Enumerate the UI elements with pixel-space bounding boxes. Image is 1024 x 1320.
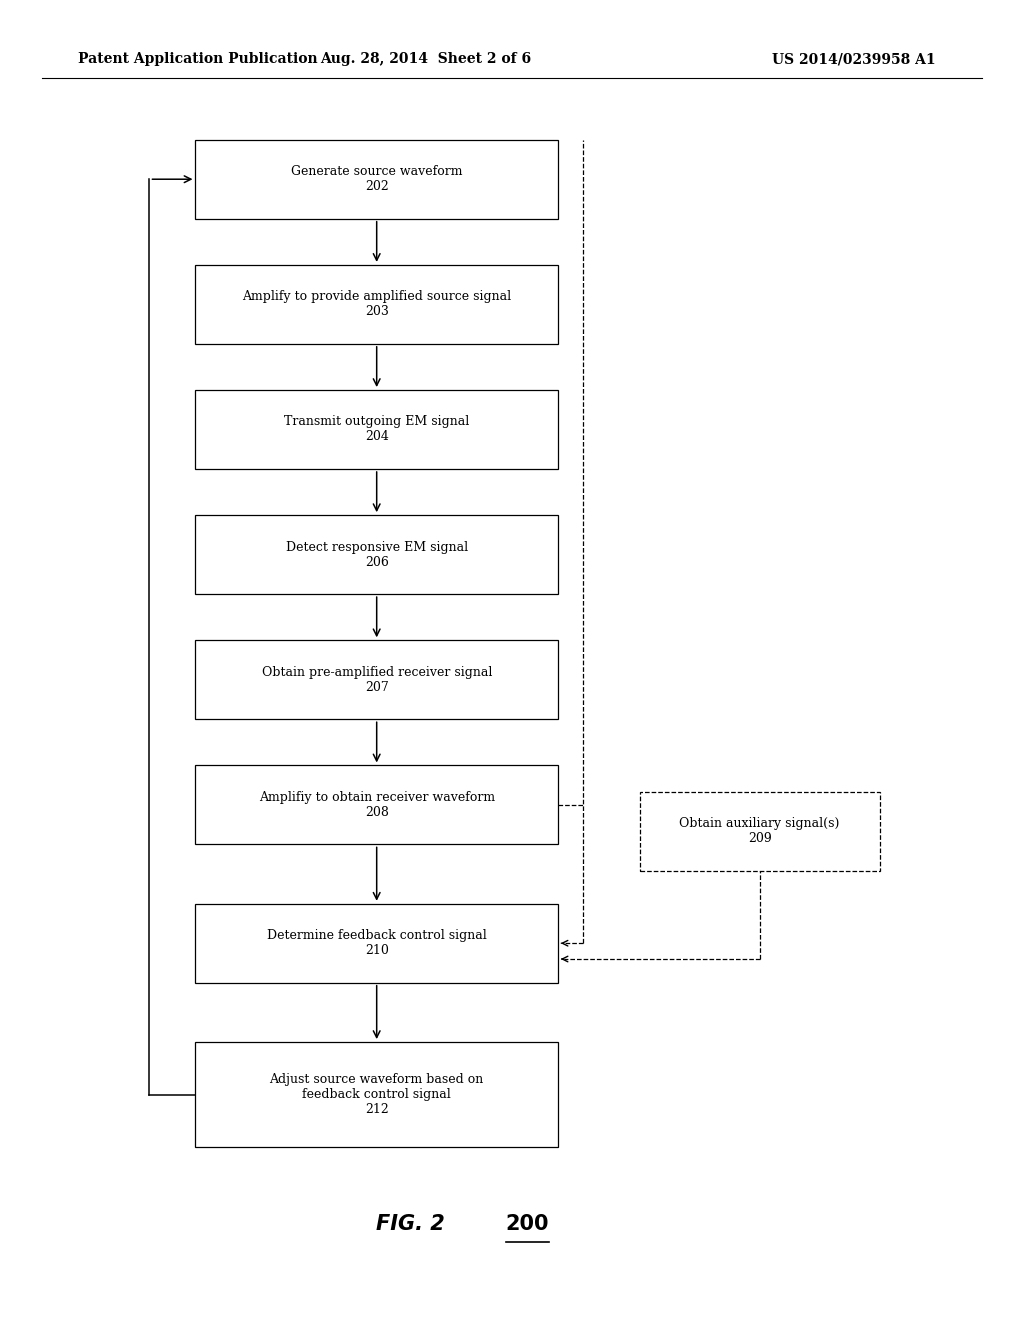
Text: Transmit outgoing EM signal
204: Transmit outgoing EM signal 204 [284, 416, 469, 444]
FancyBboxPatch shape [196, 640, 558, 719]
Text: Detect responsive EM signal
206: Detect responsive EM signal 206 [286, 541, 468, 569]
FancyBboxPatch shape [196, 515, 558, 594]
FancyBboxPatch shape [196, 140, 558, 219]
Text: Patent Application Publication: Patent Application Publication [78, 53, 317, 66]
FancyBboxPatch shape [640, 792, 880, 871]
Text: Generate source waveform
202: Generate source waveform 202 [291, 165, 463, 193]
Text: Determine feedback control signal
210: Determine feedback control signal 210 [267, 929, 486, 957]
Text: Amplifiy to obtain receiver waveform
208: Amplifiy to obtain receiver waveform 208 [259, 791, 495, 818]
Text: 200: 200 [506, 1214, 549, 1234]
FancyBboxPatch shape [196, 389, 558, 469]
Text: Adjust source waveform based on
feedback control signal
212: Adjust source waveform based on feedback… [269, 1073, 483, 1117]
FancyBboxPatch shape [196, 766, 558, 845]
Text: US 2014/0239958 A1: US 2014/0239958 A1 [772, 53, 936, 66]
Text: FIG. 2: FIG. 2 [376, 1214, 444, 1234]
FancyBboxPatch shape [196, 1041, 558, 1147]
Text: Obtain auxiliary signal(s)
209: Obtain auxiliary signal(s) 209 [680, 817, 840, 845]
Text: Aug. 28, 2014  Sheet 2 of 6: Aug. 28, 2014 Sheet 2 of 6 [319, 53, 530, 66]
Text: Amplify to provide amplified source signal
203: Amplify to provide amplified source sign… [242, 290, 511, 318]
FancyBboxPatch shape [196, 265, 558, 345]
FancyBboxPatch shape [196, 904, 558, 982]
Text: Obtain pre-amplified receiver signal
207: Obtain pre-amplified receiver signal 207 [261, 665, 492, 694]
